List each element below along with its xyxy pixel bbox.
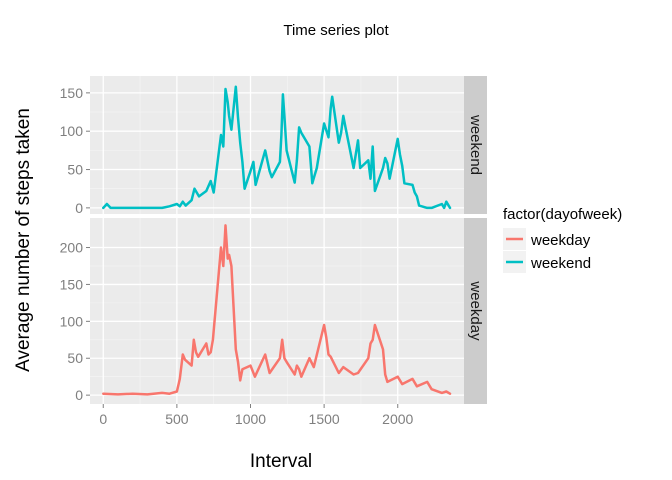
x-tick-label: 0 [99, 411, 107, 427]
strip-label-weekday: weekday [467, 280, 484, 341]
x-tick-label: 500 [165, 411, 189, 427]
panel-background [90, 218, 464, 404]
x-axis-label: Interval [250, 451, 312, 472]
legend-title: factor(dayofweek) [503, 206, 622, 223]
y-tick-label: 100 [60, 123, 84, 139]
chart-title: Time series plot [283, 22, 389, 39]
y-tick-label: 0 [75, 200, 83, 216]
y-tick-label: 150 [60, 276, 84, 292]
legend-label-weekday: weekday [530, 232, 591, 249]
series-line-weekend [102, 85, 452, 210]
y-axis-ticks: 0 50 100 150 200 [60, 240, 90, 403]
y-tick-label: 0 [75, 387, 83, 403]
series-line-weekday [102, 224, 452, 396]
panel-weekend: weekend 0 50 100 150 [60, 76, 487, 216]
x-axis-ticks: 0 500 1000 1500 2000 [99, 404, 414, 427]
y-tick-label: 100 [60, 313, 84, 329]
y-tick-label: 200 [60, 240, 84, 256]
strip-background [464, 76, 487, 214]
y-tick-label: 50 [67, 162, 83, 178]
panel-weekday: weekday 0 50 100 150 200 [60, 218, 487, 404]
legend-label-weekend: weekend [530, 255, 591, 272]
strip-background [464, 218, 487, 404]
legend: factor(dayofweek) weekday weekend [503, 206, 622, 273]
y-tick-label: 50 [67, 350, 83, 366]
x-tick-label: 2000 [382, 411, 413, 427]
series-weekend [102, 85, 452, 210]
x-tick-label: 1500 [309, 411, 340, 427]
y-axis-label: Average number of steps taken [13, 108, 34, 372]
x-tick-label: 1000 [235, 411, 266, 427]
panel-background [90, 76, 464, 214]
grid-lines [90, 218, 464, 404]
series-weekday [102, 224, 452, 396]
strip-label-weekend: weekend [467, 114, 484, 175]
y-axis-ticks: 0 50 100 150 [60, 85, 90, 216]
y-tick-label: 150 [60, 85, 84, 101]
